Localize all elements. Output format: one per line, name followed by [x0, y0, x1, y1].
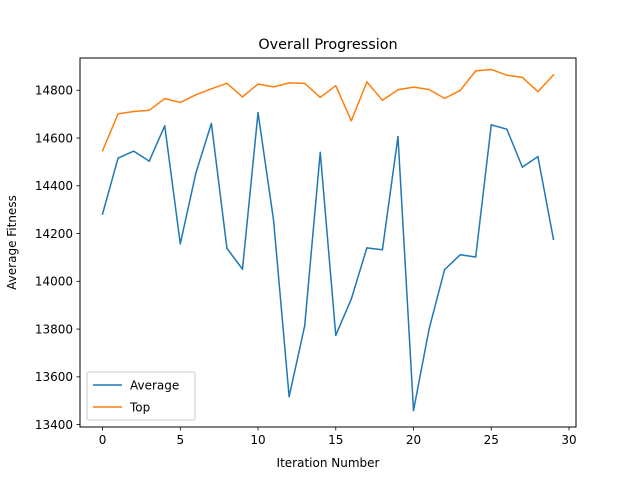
y-tick-label: 13800 — [35, 322, 73, 336]
data-point-average — [443, 268, 446, 271]
data-point-average — [210, 122, 213, 125]
data-point-top — [428, 88, 430, 91]
data-point-average — [521, 166, 524, 168]
x-tick-label: 20 — [406, 433, 421, 447]
data-point-average — [117, 157, 119, 159]
data-point-top — [288, 82, 290, 84]
data-point-top — [335, 84, 337, 87]
x-tick-label: 15 — [328, 433, 343, 447]
x-axis-ticks: 0 5 10 15 20 25 30 — [99, 427, 577, 447]
data-point-average — [381, 249, 384, 251]
data-point-top — [272, 86, 275, 88]
data-point-average — [132, 150, 135, 152]
data-point-average — [335, 334, 337, 337]
data-point-average — [179, 243, 182, 245]
data-point-average — [195, 172, 197, 174]
x-tick-label: 0 — [99, 433, 107, 447]
legend: Average Top — [86, 371, 196, 421]
data-point-top — [257, 83, 259, 85]
y-tick-label: 14400 — [35, 179, 73, 193]
y-tick-label: 14800 — [35, 84, 73, 98]
data-point-average — [459, 254, 461, 256]
data-point-average — [288, 395, 290, 398]
data-point-average — [226, 247, 228, 250]
data-point-top — [459, 89, 461, 92]
legend-label-top: Top — [129, 401, 150, 415]
data-point-average — [506, 128, 508, 130]
data-point-top — [552, 74, 555, 76]
legend-box — [86, 371, 196, 421]
data-point-average — [319, 151, 321, 154]
data-point-top — [506, 74, 508, 76]
data-point-average — [490, 124, 493, 126]
data-point-top — [195, 94, 197, 96]
x-tick-label: 5 — [176, 433, 184, 447]
data-point-average — [428, 328, 430, 330]
data-point-average — [303, 325, 306, 327]
data-point-top — [412, 86, 415, 88]
series-line-top — [101, 68, 555, 152]
plot-series — [101, 68, 555, 412]
data-point-average — [101, 213, 104, 215]
data-point-top — [397, 89, 399, 91]
y-tick-label: 13600 — [35, 370, 73, 384]
y-tick-label: 14200 — [35, 227, 73, 241]
data-point-top — [474, 70, 477, 72]
data-point-average — [163, 125, 166, 127]
data-point-average — [474, 256, 477, 258]
data-point-top — [319, 96, 321, 99]
data-point-top — [132, 110, 135, 113]
data-point-top — [381, 99, 384, 102]
data-point-average — [272, 219, 275, 222]
data-point-top — [443, 97, 446, 100]
y-axis-label: Average Fitness — [5, 195, 19, 290]
data-point-top — [537, 90, 539, 93]
series-line-average — [101, 111, 555, 412]
data-point-top — [350, 120, 353, 122]
data-point-top — [101, 149, 104, 152]
data-point-top — [303, 82, 306, 85]
data-point-top — [163, 97, 166, 100]
data-point-average — [241, 268, 244, 270]
data-point-top — [490, 68, 493, 71]
data-point-top — [521, 76, 524, 79]
data-point-average — [366, 247, 368, 249]
data-point-top — [241, 96, 244, 98]
x-tick-label: 30 — [561, 433, 576, 447]
data-point-average — [350, 298, 353, 300]
data-point-average — [552, 238, 555, 241]
data-point-top — [366, 81, 368, 83]
data-point-top — [210, 88, 213, 90]
data-point-average — [148, 160, 150, 162]
data-point-average — [397, 135, 399, 138]
data-point-top — [226, 82, 228, 85]
data-point-top — [117, 113, 119, 115]
x-tick-label: 25 — [484, 433, 499, 447]
y-tick-label: 13400 — [35, 418, 73, 432]
chart-title: Overall Progression — [258, 37, 397, 53]
legend-label-average: Average — [130, 379, 179, 393]
data-point-top — [148, 109, 150, 112]
plot-frame — [79, 57, 577, 428]
y-tick-label: 14600 — [35, 131, 73, 145]
data-point-top — [179, 101, 182, 104]
data-point-average — [257, 111, 259, 114]
x-axis-label: Iteration Number — [277, 456, 380, 470]
y-axis-ticks: 13400 13600 13800 14000 14200 14400 14600 14800 — [35, 84, 80, 432]
x-tick-label: 10 — [250, 433, 265, 447]
data-point-average — [412, 409, 415, 412]
y-tick-label: 14000 — [35, 275, 73, 289]
data-point-average — [537, 155, 539, 158]
